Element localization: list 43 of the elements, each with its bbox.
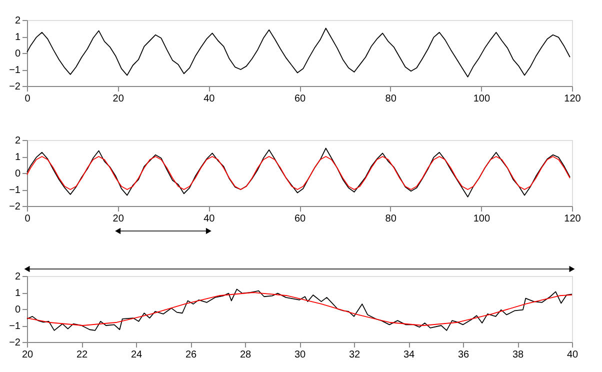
x-tick-label: 60 <box>294 94 306 104</box>
y-tick-label: −2 <box>9 82 21 92</box>
y-tick-label: 0 <box>14 168 21 180</box>
line-series <box>26 28 570 78</box>
y-tick-label: −1 <box>9 185 21 196</box>
y-tick-label: 0 <box>14 48 21 60</box>
x-tick-label: 20 <box>112 94 124 104</box>
y-tick-label: −2 <box>9 202 21 212</box>
y-tick-label: 2 <box>14 272 21 282</box>
x-tick-label: 24 <box>130 350 142 360</box>
x-tick-label: 20 <box>22 350 34 360</box>
x-tick-label: 22 <box>76 350 88 360</box>
x-tick-label: 120 <box>564 214 582 224</box>
y-tick-label: 0 <box>14 304 21 316</box>
x-tick-label: 100 <box>473 94 490 104</box>
x-tick-label: 0 <box>24 214 31 224</box>
x-tick-label: 36 <box>458 350 470 360</box>
x-tick-label: 30 <box>294 350 306 360</box>
y-tick-label: 2 <box>14 136 21 146</box>
x-tick-label: 80 <box>385 94 397 104</box>
y-tick-label: −1 <box>9 321 21 332</box>
x-tick-label: 28 <box>240 350 252 360</box>
x-tick-label: 40 <box>204 214 216 224</box>
x-tick-label: 100 <box>473 214 490 224</box>
x-tick-label: 20 <box>112 214 124 224</box>
y-tick-label: 1 <box>14 288 21 299</box>
line-series <box>26 156 570 190</box>
x-tick-label: 80 <box>385 214 397 224</box>
x-tick-label: 38 <box>512 350 524 360</box>
line-series <box>26 148 570 198</box>
x-tick-label: 40 <box>204 94 216 104</box>
x-tick-label: 0 <box>24 94 31 104</box>
x-tick-label: 40 <box>566 350 578 360</box>
x-tick-label: 26 <box>185 350 197 360</box>
y-tick-label: −1 <box>9 65 21 76</box>
x-tick-label: 120 <box>564 94 582 104</box>
y-tick-label: 1 <box>14 152 21 163</box>
y-tick-label: −2 <box>9 338 21 348</box>
x-tick-label: 32 <box>348 350 360 360</box>
y-tick-label: 2 <box>14 16 21 26</box>
x-tick-label: 60 <box>294 214 306 224</box>
y-tick-label: 1 <box>14 32 21 43</box>
x-tick-label: 34 <box>403 350 415 360</box>
